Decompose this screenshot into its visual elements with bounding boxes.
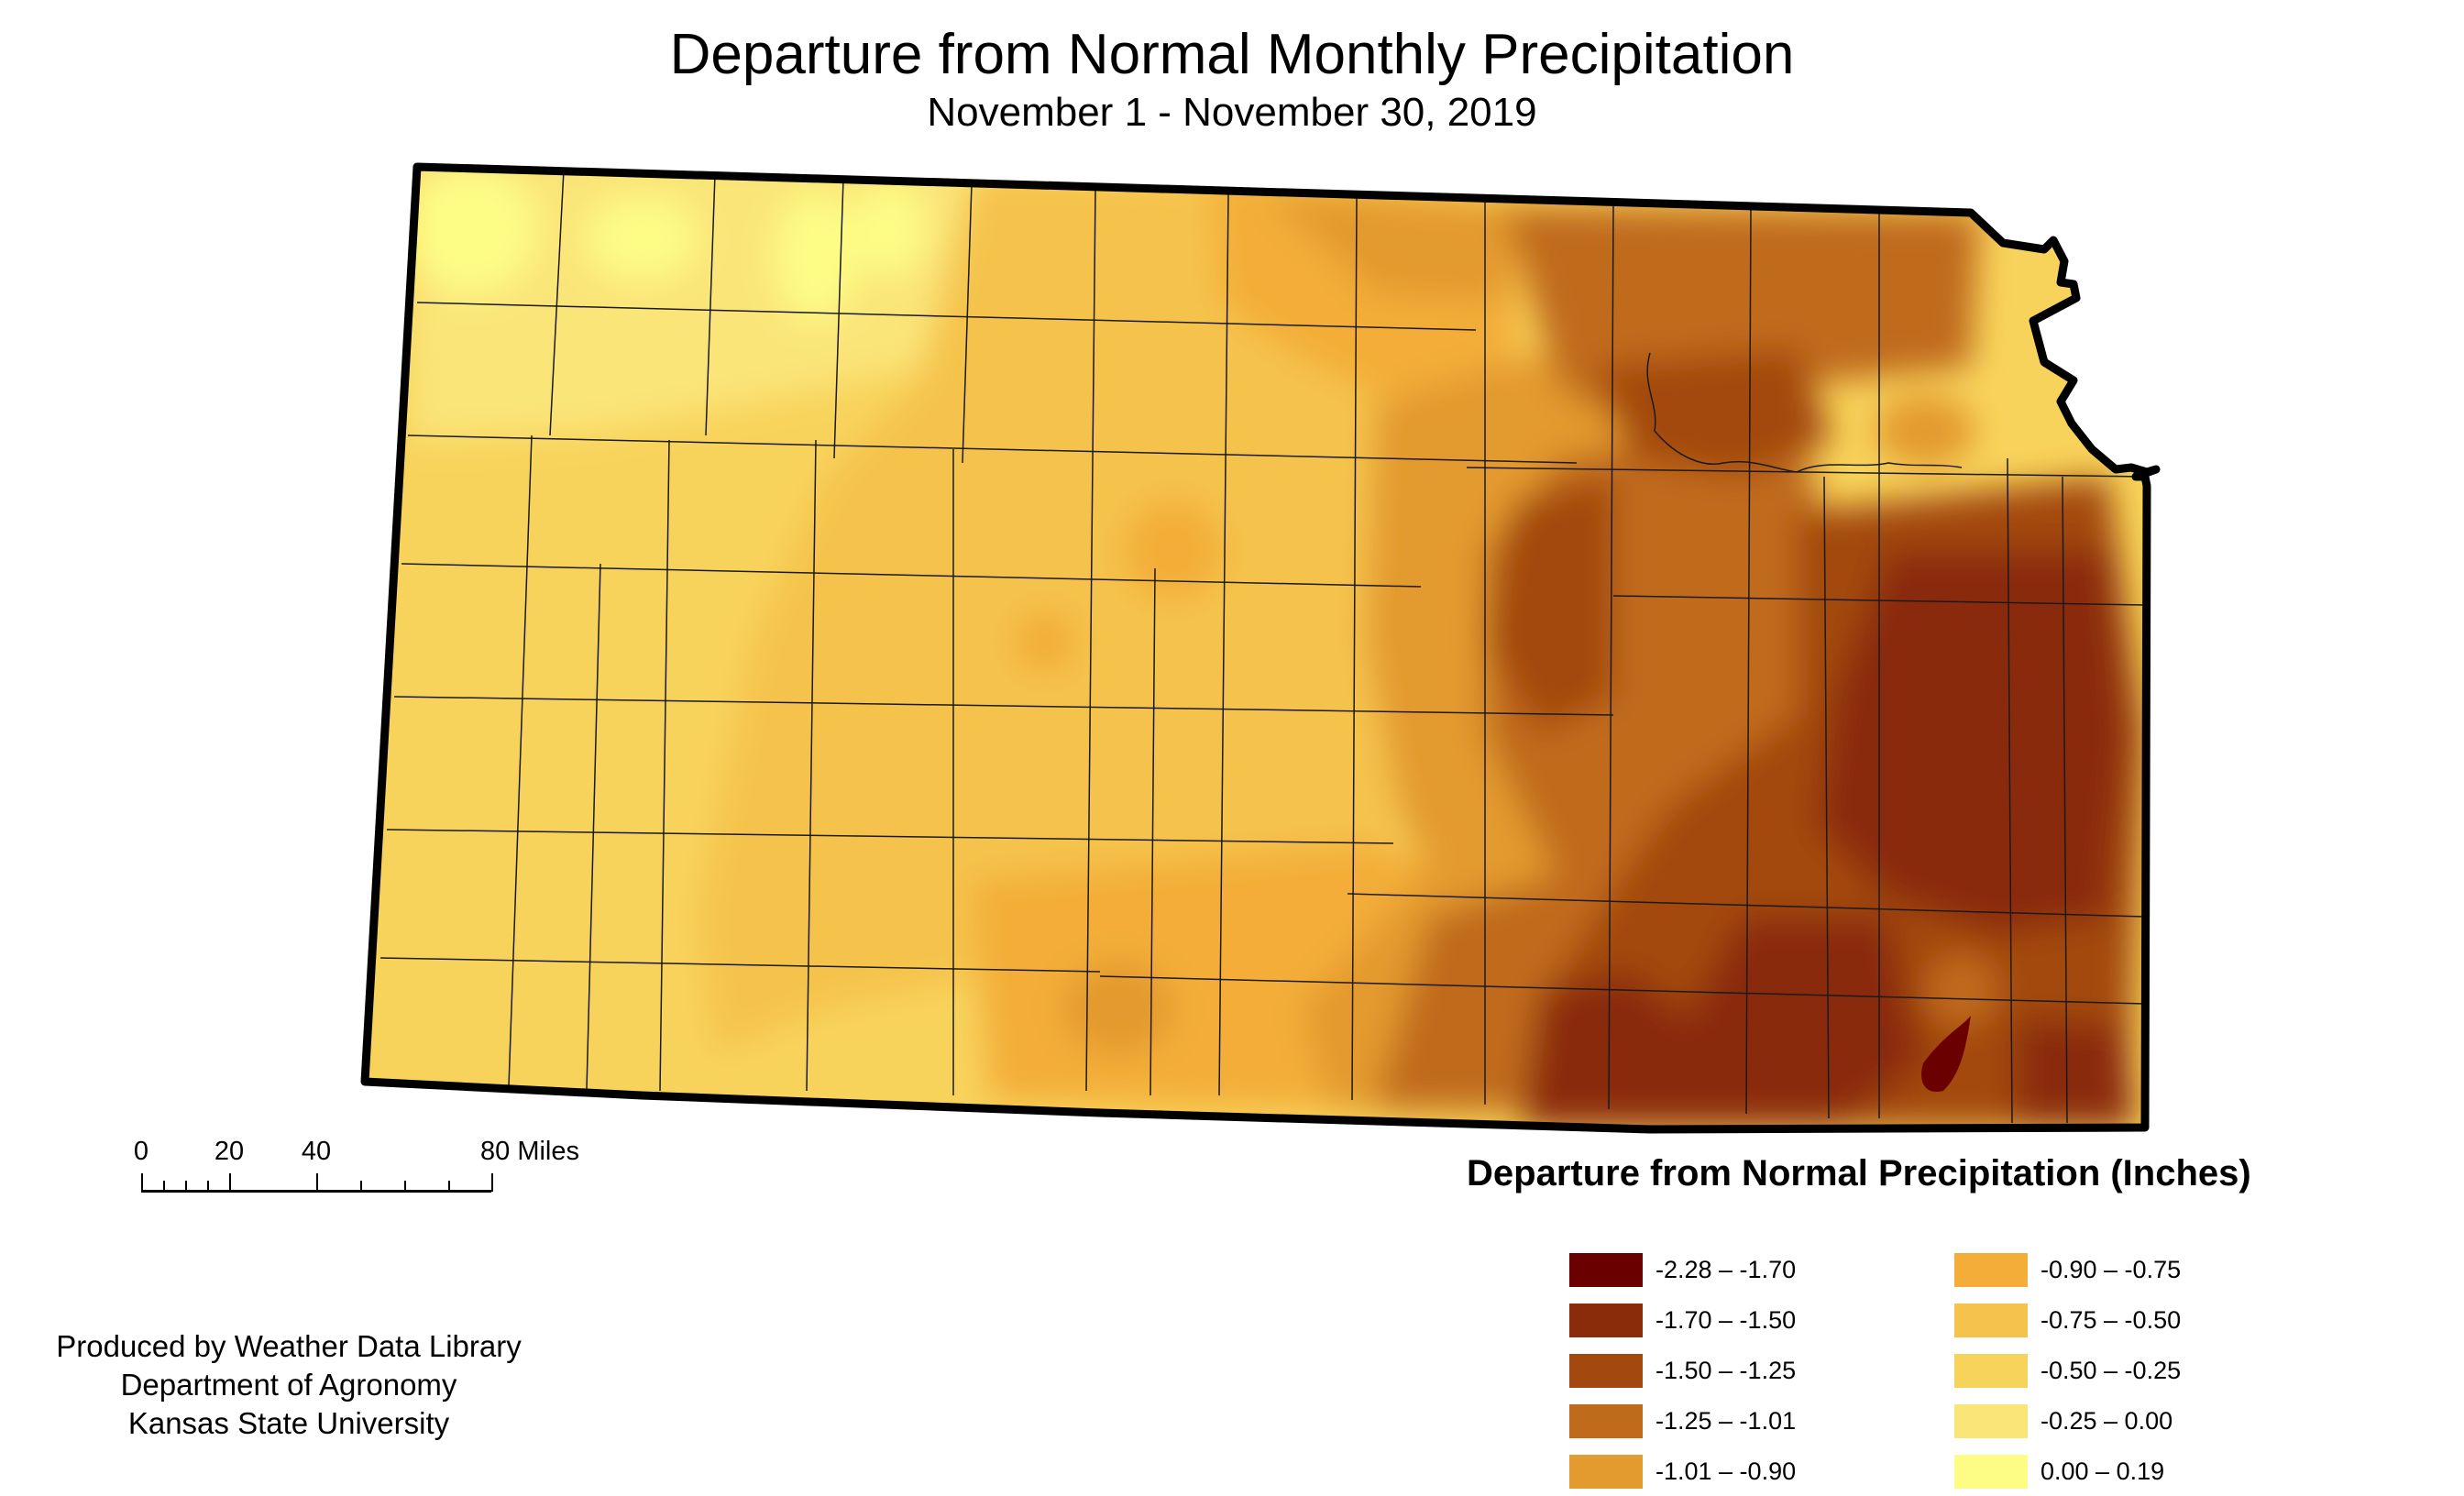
legend-label: -0.25 – 0.00 (2040, 1407, 2173, 1435)
scale-tick (141, 1173, 143, 1192)
legend-item: -1.25 – -1.01 (1569, 1396, 1796, 1446)
county-boundaries (380, 169, 2146, 1124)
scale-tick (491, 1173, 493, 1192)
legend-swatch (1569, 1404, 1643, 1438)
legend-item: -1.01 – -0.90 (1569, 1446, 1796, 1496)
scale-label-20: 20 (214, 1137, 245, 1166)
credits-line-1: Produced by Weather Data Library (56, 1329, 522, 1363)
legend-label: 0.00 – 0.19 (2040, 1458, 2165, 1485)
credits-block: Produced by Weather Data Library Departm… (50, 1327, 527, 1443)
scale-tick (316, 1173, 318, 1192)
legend-swatch (1954, 1404, 2028, 1438)
legend-swatch (1954, 1253, 2028, 1287)
kansas-state-outline (360, 162, 2161, 1134)
scale-label-80: 80 Miles (480, 1137, 579, 1166)
scale-tick (207, 1181, 209, 1192)
scale-label-40: 40 (301, 1137, 332, 1166)
legend-item: -1.50 – -1.25 (1569, 1346, 1796, 1396)
scale-tick (360, 1181, 362, 1192)
scale-tick (229, 1173, 231, 1192)
legend-column-left: -2.28 – -1.70 -1.70 – -1.50 -1.50 – -1.2… (1569, 1245, 1796, 1496)
legend-item: -2.28 – -1.70 (1569, 1245, 1796, 1295)
legend-swatch (1569, 1455, 1643, 1489)
scale-label-0: 0 (133, 1137, 149, 1166)
legend-label: -1.01 – -0.90 (1656, 1458, 1797, 1485)
legend-item: -0.75 – -0.50 (1954, 1295, 2181, 1346)
legend-swatch (1569, 1354, 1643, 1388)
legend-item: -0.90 – -0.75 (1954, 1245, 2181, 1295)
scale-tick (404, 1181, 406, 1192)
legend-swatch (1569, 1304, 1643, 1337)
legend-item: 0.00 – 0.19 (1954, 1446, 2181, 1496)
legend-label: -1.25 – -1.01 (1656, 1407, 1797, 1435)
legend-swatch (1569, 1253, 1643, 1287)
legend-column-right: -0.90 – -0.75 -0.75 – -0.50 -0.50 – -0.2… (1954, 1245, 2181, 1496)
scale-bar: 0 20 40 80 Miles (128, 1137, 642, 1210)
legend-item: -0.25 – 0.00 (1954, 1396, 2181, 1446)
legend-title: Departure from Normal Precipitation (Inc… (1467, 1153, 2251, 1194)
scale-tick (163, 1181, 165, 1192)
legend-label: -0.90 – -0.75 (2040, 1256, 2182, 1283)
legend-swatch (1954, 1354, 2028, 1388)
map-title: Departure from Normal Monthly Precipitat… (669, 23, 1795, 86)
map-subtitle: November 1 - November 30, 2019 (927, 90, 1537, 135)
legend-label: -1.70 – -1.50 (1656, 1306, 1797, 1334)
kansas-river-line (1646, 352, 1963, 473)
scale-tick (185, 1181, 187, 1192)
precip-fill (365, 167, 2156, 1129)
credits-line-2: Department of Agronomy (120, 1368, 457, 1402)
legend-label: -1.50 – -1.25 (1656, 1357, 1797, 1384)
legend-item: -1.70 – -1.50 (1569, 1295, 1796, 1346)
legend-label: -2.28 – -1.70 (1656, 1256, 1797, 1283)
legend-swatch (1954, 1455, 2028, 1489)
legend-label: -0.50 – -0.25 (2040, 1357, 2182, 1384)
scale-tick (448, 1181, 450, 1192)
legend-item: -0.50 – -0.25 (1954, 1346, 2181, 1396)
legend-swatch (1954, 1304, 2028, 1337)
credits-line-3: Kansas State University (127, 1406, 450, 1440)
legend-label: -0.75 – -0.50 (2040, 1306, 2182, 1334)
